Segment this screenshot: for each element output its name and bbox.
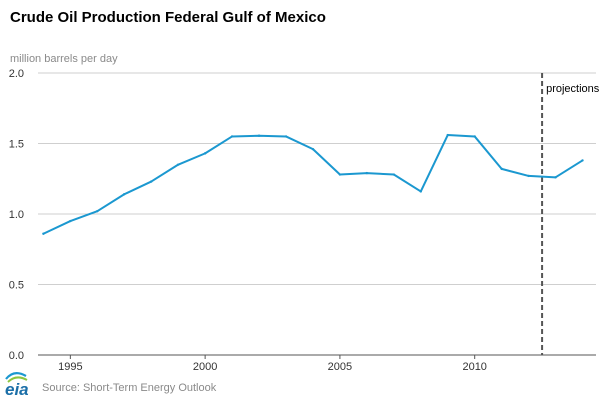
logo-text: eia	[5, 380, 29, 399]
data-point	[257, 134, 261, 137]
eia-logo: eia	[5, 372, 29, 399]
data-point	[473, 135, 476, 138]
x-tick-labels: 1995 2000 2005 2010	[58, 355, 487, 373]
data-point	[203, 152, 207, 155]
y-tick-label: 1.0	[9, 209, 24, 221]
data-point	[554, 176, 557, 179]
x-tick-label: 2000	[193, 361, 217, 373]
data-point	[96, 209, 99, 213]
projection-label: projections	[546, 83, 600, 95]
data-point	[42, 232, 45, 235]
y-axis-label: million barrels per day	[10, 53, 118, 65]
x-tick-label: 2010	[462, 361, 486, 373]
data-point	[419, 190, 422, 193]
x-tick-label: 2005	[328, 361, 352, 373]
data-point	[230, 135, 234, 138]
series-layer	[42, 133, 584, 235]
data-point	[176, 163, 180, 166]
data-point	[311, 147, 315, 151]
gridlines	[38, 72, 596, 285]
data-point	[581, 159, 584, 162]
data-point	[446, 133, 449, 137]
data-point	[365, 171, 369, 175]
data-point	[500, 167, 503, 171]
chart-title: Crude Oil Production Federal Gulf of Mex…	[10, 9, 326, 26]
data-point	[284, 135, 288, 138]
y-tick-labels: 0.0 0.5 1.0 1.5 2.0	[9, 68, 24, 362]
y-tick-label: 2.0	[9, 68, 24, 80]
data-point	[123, 193, 126, 196]
projection-marker: projections	[541, 73, 600, 355]
data-point	[527, 174, 530, 178]
y-tick-label: 0.5	[9, 280, 24, 292]
y-tick-label: 1.5	[9, 139, 24, 151]
data-point	[69, 219, 72, 223]
data-point	[338, 173, 342, 176]
data-point	[392, 173, 396, 176]
data-point	[150, 180, 153, 183]
source-note: Source: Short-Term Energy Outlook	[42, 382, 217, 394]
y-tick-label: 0.0	[9, 350, 24, 362]
x-tick-label: 1995	[58, 361, 82, 373]
